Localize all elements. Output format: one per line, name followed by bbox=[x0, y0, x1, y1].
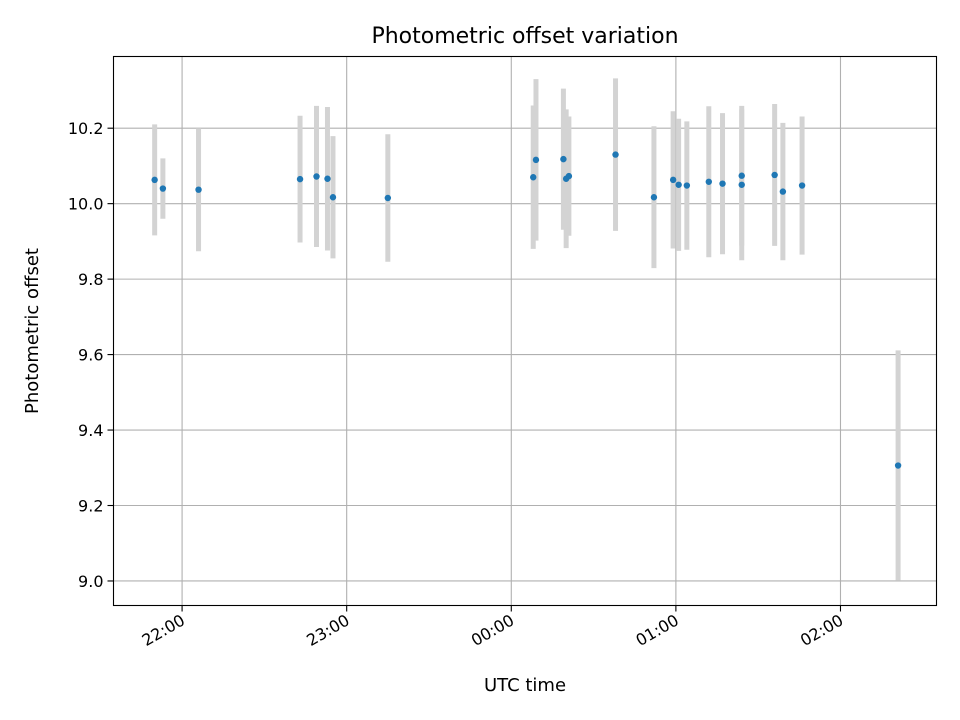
axis-ticks: 9.0 9.2 9.4 9.6 9.8 10.0 10.2 22:00 23:00 00:00 01… bbox=[68, 119, 847, 650]
data-point bbox=[151, 176, 158, 184]
y-tick-label: 9.0 bbox=[78, 572, 103, 591]
data-point bbox=[296, 175, 304, 183]
plot-frame bbox=[112, 55, 938, 607]
chart-title: Photometric offset variation bbox=[371, 24, 678, 49]
y-tick-label: 9.8 bbox=[78, 270, 103, 289]
data-point bbox=[329, 194, 337, 201]
y-tick-label: 10.0 bbox=[68, 195, 104, 214]
x-tick-label: 01:00 bbox=[632, 611, 681, 651]
data-point bbox=[798, 182, 806, 189]
data-point bbox=[669, 176, 677, 184]
data-point bbox=[324, 175, 331, 182]
data-point bbox=[313, 173, 320, 180]
y-tick-label: 9.2 bbox=[78, 497, 103, 516]
data-point bbox=[560, 155, 567, 163]
y-tick-label: 9.4 bbox=[78, 421, 103, 440]
y-tick-label: 10.2 bbox=[68, 119, 104, 138]
data-point bbox=[705, 178, 713, 185]
data-point bbox=[675, 181, 682, 188]
data-point bbox=[738, 181, 745, 188]
data-point bbox=[738, 172, 745, 179]
x-tick-label: 22:00 bbox=[139, 611, 188, 651]
data-point bbox=[719, 180, 726, 187]
data-point bbox=[532, 156, 540, 164]
data-point bbox=[683, 182, 691, 189]
x-tick-label: 00:00 bbox=[468, 611, 517, 651]
data-point bbox=[779, 188, 787, 195]
data-point bbox=[771, 171, 778, 179]
data-point bbox=[612, 151, 619, 158]
data-point bbox=[195, 186, 202, 193]
data-point bbox=[384, 194, 392, 202]
x-tick-label: 02:00 bbox=[797, 611, 846, 651]
y-axis-label: Photometric offset bbox=[22, 248, 43, 414]
data-points bbox=[151, 151, 902, 469]
data-point bbox=[159, 185, 167, 192]
x-tick-label: 23:00 bbox=[303, 611, 352, 651]
y-tick-label: 9.6 bbox=[78, 346, 103, 365]
data-point bbox=[530, 174, 537, 181]
data-point bbox=[650, 194, 658, 201]
grid-lines bbox=[113, 56, 937, 606]
x-axis-label: UTC time bbox=[484, 675, 566, 696]
data-point bbox=[894, 462, 902, 469]
data-point bbox=[565, 172, 573, 180]
